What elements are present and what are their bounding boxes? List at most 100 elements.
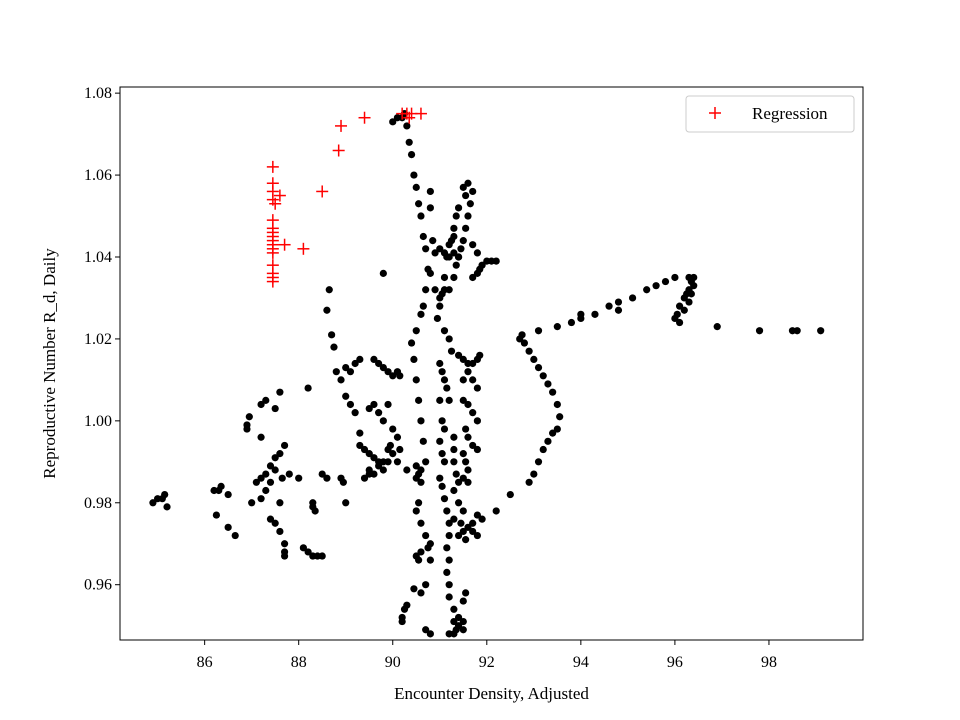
data-point (577, 310, 585, 318)
data-point (464, 523, 472, 531)
data-point (755, 327, 764, 335)
data-point (271, 454, 279, 462)
data-point (459, 626, 467, 634)
data-point (713, 323, 721, 331)
data-point (323, 306, 331, 314)
data-point (398, 617, 406, 626)
data-point (450, 445, 458, 454)
data-point (248, 499, 256, 507)
data-point (473, 269, 481, 277)
data-point (459, 396, 467, 404)
data-point (454, 253, 463, 261)
data-point (280, 552, 289, 560)
data-point (473, 531, 481, 540)
data-point (356, 355, 364, 364)
data-point (417, 310, 425, 318)
data-point (462, 589, 470, 597)
data-point (530, 355, 538, 364)
data-point (375, 359, 383, 368)
y-tick-label: 1.06 (84, 167, 112, 184)
data-point (422, 531, 430, 540)
data-point (426, 540, 434, 548)
data-point (417, 212, 425, 220)
data-point (680, 306, 688, 314)
data-point (556, 413, 564, 421)
data-point (450, 515, 458, 523)
data-point (544, 437, 552, 445)
data-point (403, 466, 411, 474)
data-point (351, 359, 359, 368)
data-point (422, 626, 430, 634)
data-point (440, 273, 449, 282)
data-point (393, 458, 402, 466)
data-point (410, 171, 418, 179)
data-point (356, 429, 364, 437)
data-point (462, 536, 470, 544)
data-point (412, 552, 420, 560)
data-point (417, 589, 425, 597)
data-point (266, 478, 275, 486)
data-point (365, 450, 373, 458)
data-point (438, 290, 446, 298)
data-point (262, 396, 270, 404)
data-point (443, 384, 451, 392)
regression-point (414, 107, 427, 120)
data-point (412, 376, 420, 384)
data-point (370, 454, 378, 462)
data-point (407, 339, 416, 347)
data-point (464, 212, 472, 220)
x-tick-label: 92 (479, 654, 495, 671)
data-point (466, 200, 474, 208)
data-point (459, 527, 467, 536)
data-point (436, 302, 444, 310)
data-point (276, 499, 284, 507)
data-point (445, 556, 453, 564)
data-point (476, 351, 484, 359)
data-point (443, 253, 451, 261)
plot-area (120, 87, 863, 640)
data-point (450, 249, 458, 257)
regression-point (273, 189, 286, 202)
data-point (370, 355, 378, 364)
data-point (438, 450, 446, 458)
data-point (231, 531, 239, 540)
data-point (262, 470, 270, 478)
data-point (433, 314, 442, 323)
data-point (419, 302, 427, 310)
data-point (243, 425, 251, 433)
y-axis-ticks: 0.96 0.98 1.00 1.02 1.04 1.06 1.08 (84, 85, 120, 594)
data-point (440, 376, 449, 384)
regression-point (269, 197, 282, 210)
data-point (342, 363, 350, 372)
data-point (553, 425, 561, 433)
data-point (614, 298, 623, 306)
data-point (426, 556, 434, 564)
data-point (384, 458, 392, 466)
data-point (687, 290, 695, 298)
data-point (793, 327, 801, 335)
data-point (534, 458, 543, 466)
plot-frame (119, 86, 864, 641)
data-point (450, 486, 458, 495)
data-point (375, 409, 383, 417)
data-point (262, 486, 270, 495)
regression-point (278, 238, 291, 251)
data-point (436, 359, 444, 368)
y-tick-label: 1.02 (84, 331, 112, 348)
data-point (257, 495, 265, 503)
regression-point (266, 246, 279, 259)
data-point (422, 286, 430, 294)
data-point (393, 433, 402, 441)
data-point (332, 368, 340, 376)
data-point (426, 630, 434, 638)
data-point (360, 474, 369, 482)
data-point (389, 118, 397, 126)
data-point (445, 519, 453, 527)
data-point (462, 425, 470, 433)
regression-point (266, 160, 279, 173)
data-point (452, 212, 460, 220)
data-point (417, 417, 425, 425)
data-point (356, 441, 364, 450)
data-point (419, 437, 427, 445)
data-point (530, 470, 538, 478)
